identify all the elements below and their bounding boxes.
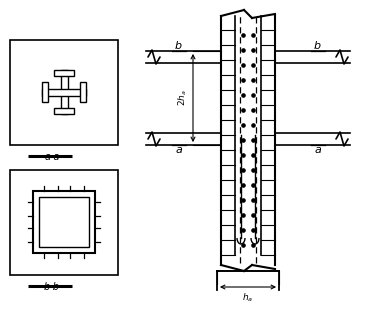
Text: b-b: b-b [44, 282, 60, 292]
Text: a: a [175, 145, 182, 155]
Bar [42, 82, 48, 102]
Text: b: b [175, 41, 182, 51]
Bar [42, 89, 86, 95]
Text: a-a: a-a [44, 152, 60, 162]
Text: a: a [314, 145, 321, 155]
Bar [54, 108, 74, 114]
Bar [33, 191, 95, 253]
Bar [10, 170, 118, 275]
Text: $2h_a$: $2h_a$ [176, 90, 189, 107]
Bar [80, 82, 86, 102]
Text: $h_a$: $h_a$ [242, 291, 253, 303]
Bar [39, 197, 89, 247]
Text: b: b [314, 41, 321, 51]
Bar [10, 40, 118, 145]
Bar [54, 70, 74, 76]
Bar [61, 70, 67, 114]
